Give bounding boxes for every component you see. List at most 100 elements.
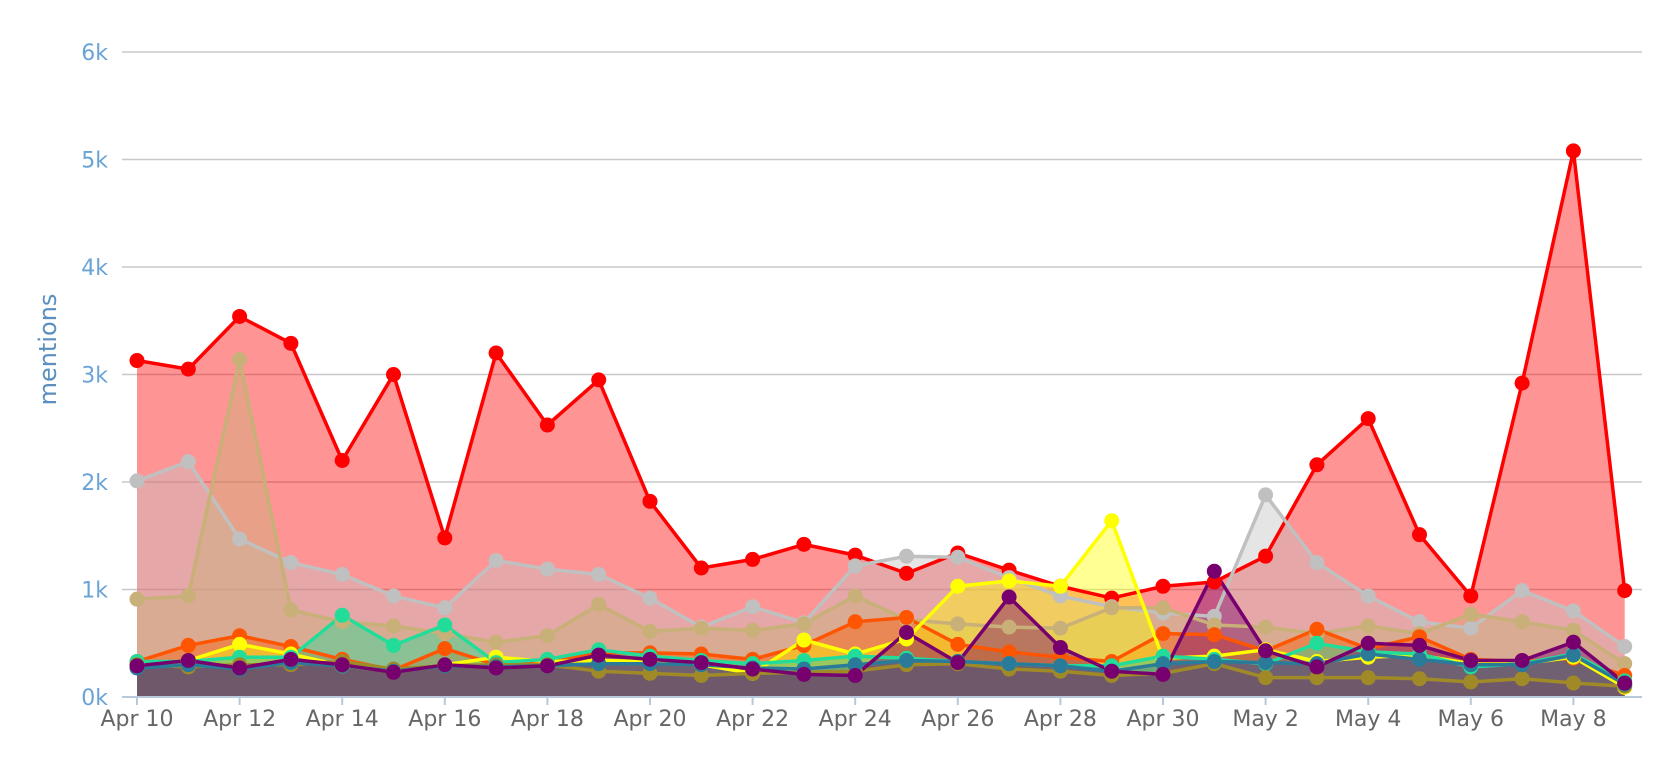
data-point[interactable]	[1206, 627, 1222, 643]
data-point[interactable]	[386, 588, 401, 604]
data-point[interactable]	[642, 590, 658, 606]
data-point[interactable]	[283, 651, 299, 667]
data-point[interactable]	[899, 565, 914, 581]
data-point[interactable]	[1309, 457, 1325, 473]
data-point[interactable]	[1617, 583, 1633, 599]
data-point[interactable]	[1565, 622, 1581, 638]
data-point[interactable]	[437, 641, 453, 657]
data-point[interactable]	[1001, 619, 1017, 635]
data-point[interactable]	[1514, 375, 1530, 391]
data-point[interactable]	[180, 637, 196, 653]
data-point[interactable]	[232, 636, 248, 652]
data-point[interactable]	[129, 473, 145, 489]
data-point[interactable]	[796, 666, 812, 682]
data-point[interactable]	[1514, 583, 1530, 599]
data-point[interactable]	[232, 308, 248, 324]
data-point[interactable]	[1309, 635, 1325, 651]
data-point[interactable]	[232, 351, 248, 367]
data-point[interactable]	[591, 566, 607, 582]
data-point[interactable]	[745, 661, 761, 677]
data-point[interactable]	[1617, 675, 1633, 691]
data-point[interactable]	[1412, 614, 1427, 630]
data-point[interactable]	[1155, 626, 1171, 642]
data-point[interactable]	[1258, 643, 1274, 659]
data-point[interactable]	[899, 548, 914, 564]
data-point[interactable]	[1155, 600, 1171, 616]
data-point[interactable]	[1309, 621, 1325, 637]
data-point[interactable]	[180, 454, 196, 470]
data-point[interactable]	[180, 361, 196, 377]
data-point[interactable]	[129, 658, 145, 674]
data-point[interactable]	[1617, 638, 1633, 654]
data-point[interactable]	[1360, 635, 1376, 651]
data-point[interactable]	[1463, 674, 1479, 690]
data-point[interactable]	[232, 660, 248, 676]
data-point[interactable]	[693, 668, 709, 683]
data-point[interactable]	[1001, 589, 1017, 605]
data-point[interactable]	[1463, 620, 1479, 636]
data-point[interactable]	[1565, 143, 1581, 159]
data-point[interactable]	[899, 652, 914, 668]
data-point[interactable]	[1617, 656, 1633, 672]
data-point[interactable]	[437, 600, 453, 616]
data-point[interactable]	[1514, 614, 1530, 630]
data-point[interactable]	[1258, 548, 1274, 564]
data-point[interactable]	[1514, 652, 1530, 668]
data-point[interactable]	[129, 353, 145, 369]
data-point[interactable]	[745, 551, 761, 567]
data-point[interactable]	[796, 616, 812, 632]
data-point[interactable]	[283, 335, 299, 351]
data-point[interactable]	[745, 599, 761, 615]
data-point[interactable]	[283, 555, 299, 571]
data-point[interactable]	[437, 617, 453, 633]
data-point[interactable]	[745, 622, 761, 638]
data-point[interactable]	[1104, 513, 1120, 529]
data-point[interactable]	[386, 637, 401, 653]
data-point[interactable]	[847, 668, 863, 683]
data-point[interactable]	[1360, 588, 1376, 604]
data-point[interactable]	[591, 647, 607, 663]
data-point[interactable]	[539, 417, 555, 433]
data-point[interactable]	[488, 634, 504, 650]
data-point[interactable]	[1412, 527, 1427, 543]
data-point[interactable]	[1412, 671, 1427, 687]
data-point[interactable]	[1309, 670, 1325, 686]
data-point[interactable]	[1565, 634, 1581, 650]
data-point[interactable]	[1360, 618, 1376, 634]
data-point[interactable]	[1206, 654, 1222, 670]
data-point[interactable]	[334, 453, 350, 468]
data-point[interactable]	[847, 558, 863, 574]
data-point[interactable]	[1565, 675, 1581, 691]
data-point[interactable]	[1412, 637, 1427, 653]
data-point[interactable]	[539, 628, 555, 644]
data-point[interactable]	[539, 561, 555, 577]
data-point[interactable]	[1412, 651, 1427, 667]
data-point[interactable]	[1001, 644, 1017, 660]
data-point[interactable]	[693, 620, 709, 636]
data-point[interactable]	[180, 588, 196, 604]
data-point[interactable]	[796, 632, 812, 648]
data-point[interactable]	[847, 657, 863, 673]
data-point[interactable]	[1463, 606, 1479, 622]
data-point[interactable]	[693, 655, 709, 671]
data-point[interactable]	[642, 493, 658, 509]
data-point[interactable]	[1155, 578, 1171, 594]
data-point[interactable]	[1565, 647, 1581, 663]
data-point[interactable]	[1052, 578, 1068, 594]
data-point[interactable]	[1052, 640, 1068, 656]
data-point[interactable]	[1206, 574, 1222, 590]
data-point[interactable]	[1463, 652, 1479, 668]
data-point[interactable]	[437, 657, 453, 673]
data-point[interactable]	[386, 367, 401, 382]
data-point[interactable]	[488, 660, 504, 676]
data-point[interactable]	[180, 652, 196, 668]
data-point[interactable]	[1052, 620, 1068, 636]
data-point[interactable]	[693, 560, 709, 576]
data-point[interactable]	[1258, 655, 1274, 671]
data-point[interactable]	[1001, 573, 1017, 589]
data-point[interactable]	[847, 614, 863, 630]
data-point[interactable]	[488, 552, 504, 568]
data-point[interactable]	[386, 618, 401, 634]
data-point[interactable]	[1309, 659, 1325, 675]
data-point[interactable]	[1565, 603, 1581, 619]
